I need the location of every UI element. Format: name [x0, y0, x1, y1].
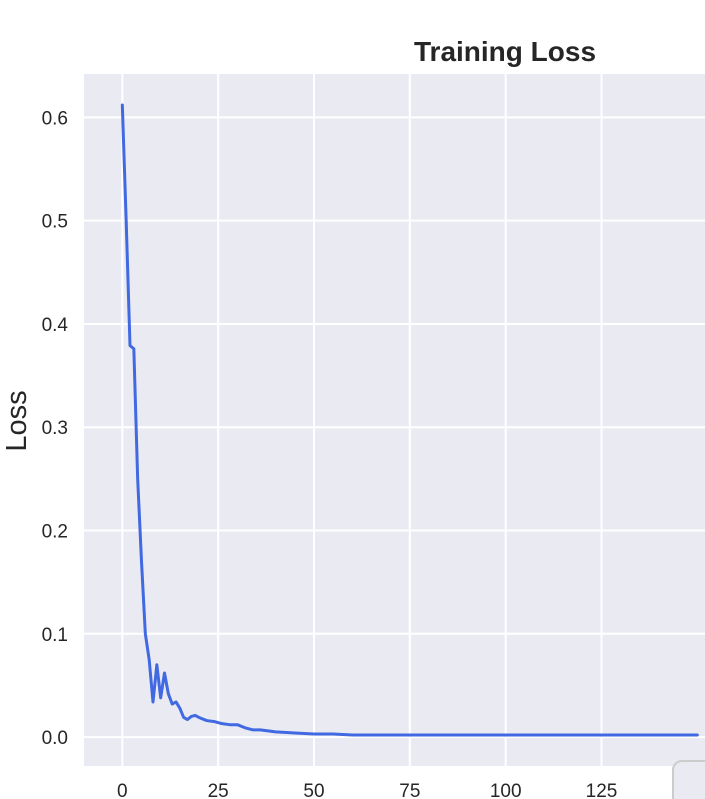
y-tick-label: 0.4 — [42, 315, 69, 336]
x-tick-label: 125 — [586, 781, 618, 799]
chart-title: Training Loss — [414, 36, 596, 67]
y-tick-label: 0.2 — [42, 522, 68, 543]
y-tick-label: 0.6 — [42, 108, 68, 129]
y-tick-label: 0.0 — [42, 728, 68, 749]
x-tick-label: 100 — [490, 781, 522, 799]
y-axis-label: Loss — [1, 390, 33, 451]
y-tick-label: 0.3 — [42, 418, 68, 439]
x-tick-label: 75 — [399, 781, 420, 799]
x-tick-label: 0 — [117, 781, 128, 799]
loss-series-line — [120, 103, 699, 737]
legend-box — [672, 760, 705, 799]
y-tick-label: 0.1 — [42, 625, 68, 646]
x-tick-label: 25 — [208, 781, 229, 799]
plot-area — [84, 74, 705, 766]
y-tick-label: 0.5 — [42, 212, 68, 233]
x-tick-label: 50 — [303, 781, 324, 799]
